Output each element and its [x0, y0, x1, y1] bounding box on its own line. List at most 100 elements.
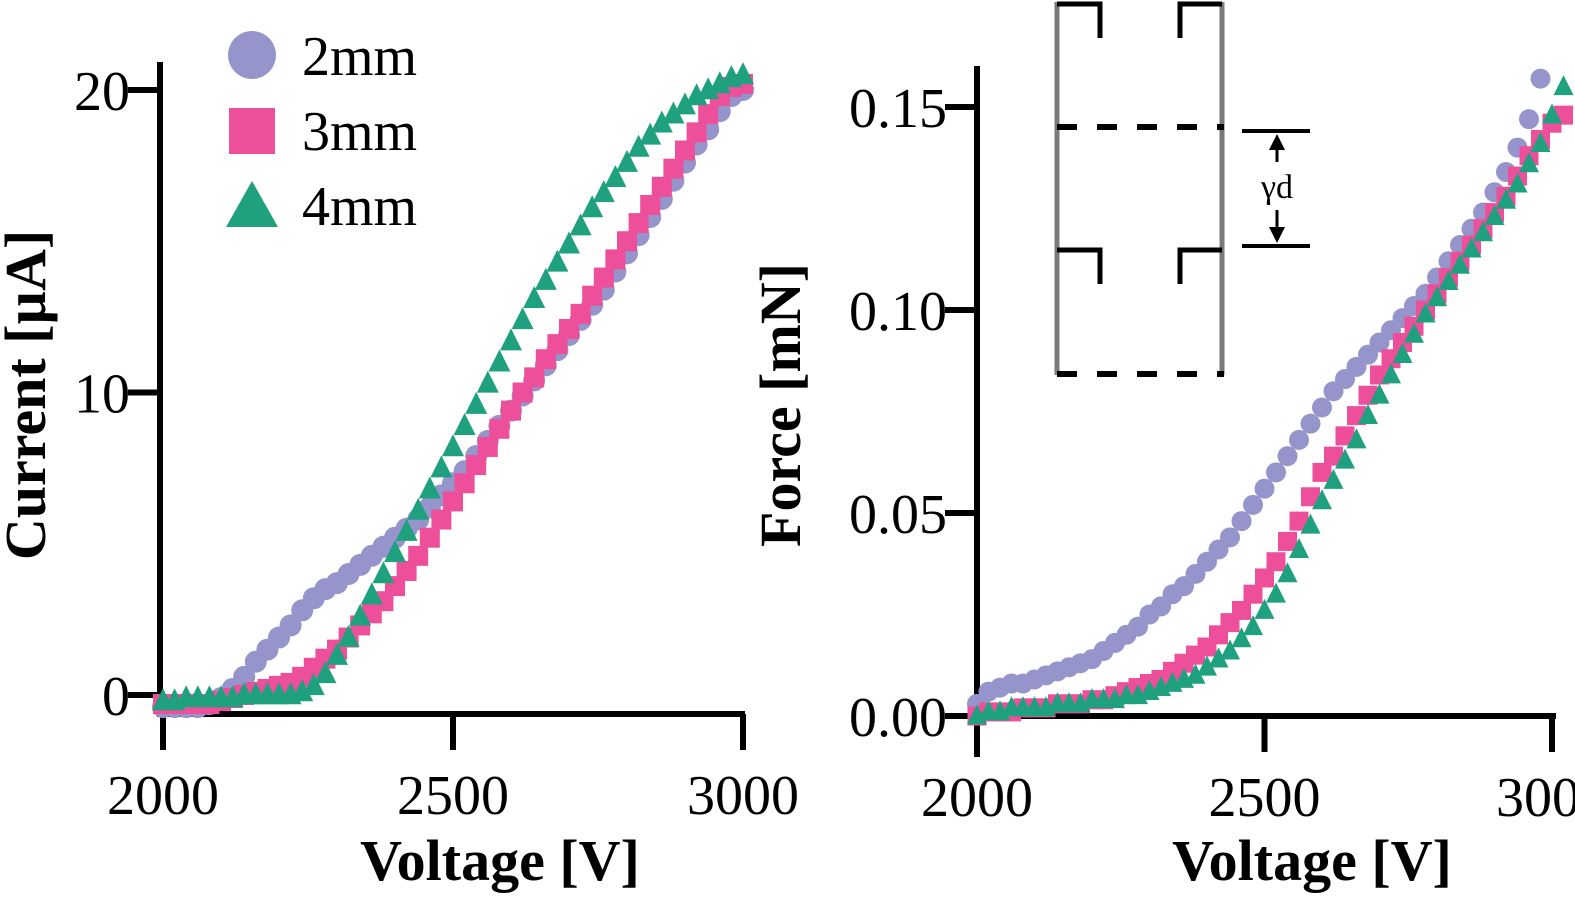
data-point-4mm — [326, 642, 348, 665]
data-point-4mm — [1254, 598, 1275, 619]
data-point-3mm — [547, 334, 568, 355]
data-point-2mm — [1266, 462, 1286, 483]
data-point-4mm — [534, 267, 557, 290]
data-point-4mm — [314, 661, 337, 684]
data-point-4mm — [1289, 537, 1309, 558]
data-point-4mm — [1404, 322, 1424, 343]
data-point-4mm — [1461, 237, 1482, 258]
data-point-4mm — [1542, 103, 1562, 124]
data-point-3mm — [408, 545, 429, 566]
data-point-4mm — [407, 497, 430, 520]
data-point-3mm — [431, 509, 452, 530]
data-point-3mm — [675, 140, 695, 161]
data-point-2mm — [1277, 446, 1298, 467]
data-point-2mm — [1300, 413, 1321, 434]
cur-x-tick-label: 3000 — [687, 765, 799, 827]
inset-upper-right-emitter — [1177, 1, 1222, 38]
data-point-3mm — [651, 176, 672, 197]
data-point-4mm — [291, 679, 314, 702]
data-point-4mm — [1208, 647, 1229, 668]
data-point-4mm — [1197, 655, 1217, 676]
data-point-4mm — [1335, 448, 1355, 469]
data-point-4mm — [581, 195, 604, 218]
data-point-3mm — [1381, 349, 1401, 369]
data-point-3mm — [663, 158, 684, 179]
current-y-ticks: 0 10 20 — [74, 61, 160, 728]
data-point-4mm — [1346, 428, 1367, 449]
inset-dimension-arrowhead-up-icon — [1269, 134, 1285, 150]
data-point-3mm — [1266, 552, 1286, 572]
data-point-4mm — [674, 92, 696, 115]
data-point-4mm — [627, 134, 650, 157]
data-point-4mm — [616, 149, 638, 172]
inset-gamma-d-label: γd — [1260, 169, 1293, 206]
data-point-4mm — [662, 101, 685, 124]
data-point-4mm — [708, 71, 731, 94]
data-point-2mm — [1519, 109, 1539, 130]
data-point-4mm — [1473, 221, 1493, 242]
data-point-4mm — [476, 370, 499, 393]
cur-x-tick-label: 2500 — [397, 765, 509, 827]
current-data-points — [152, 62, 754, 719]
inset-lower-left-emitter — [1057, 247, 1103, 284]
data-point-4mm — [1358, 403, 1378, 424]
data-point-3mm — [698, 104, 719, 125]
data-point-4mm — [1507, 172, 1528, 193]
data-point-4mm — [1415, 302, 1436, 323]
data-point-4mm — [1484, 205, 1505, 226]
frc-y-tick-label: 0.15 — [849, 78, 947, 140]
data-point-4mm — [1496, 188, 1516, 209]
data-point-3mm — [524, 367, 545, 388]
data-point-2mm — [1312, 397, 1332, 418]
cur-y-tick-label: 0 — [102, 666, 130, 728]
data-point-3mm — [640, 194, 661, 215]
data-point-4mm — [372, 561, 395, 584]
data-point-4mm — [1392, 343, 1413, 364]
current-y-axis-label: Current [µA] — [0, 230, 58, 560]
data-point-4mm — [395, 518, 418, 541]
data-point-4mm — [500, 328, 522, 351]
data-point-4mm — [1553, 75, 1574, 96]
data-point-3mm — [1324, 446, 1343, 466]
data-point-3mm — [628, 213, 649, 234]
data-point-4mm — [442, 434, 464, 457]
data-point-3mm — [605, 249, 626, 270]
cur-x-tick-label: 2000 — [107, 765, 219, 827]
data-point-3mm — [396, 560, 417, 581]
frc-x-tick-label: 3000 — [1496, 767, 1575, 829]
data-point-4mm — [1277, 562, 1298, 583]
cur-y-tick-label: 10 — [74, 364, 130, 426]
data-point-3mm — [419, 527, 440, 548]
data-point-4mm — [488, 349, 511, 372]
data-point-3mm — [617, 231, 637, 252]
legend: 2mm 3mm 4mm — [226, 26, 417, 238]
data-point-4mm — [1231, 627, 1252, 648]
data-point-3mm — [1312, 462, 1332, 482]
data-point-3mm — [1278, 531, 1297, 551]
data-point-3mm — [489, 418, 510, 439]
data-point-4mm — [384, 540, 406, 563]
data-point-4mm — [1266, 582, 1286, 603]
current-x-ticks: 2000 2500 3000 — [107, 714, 799, 827]
data-point-3mm — [443, 491, 463, 512]
frc-x-tick-label: 2500 — [1209, 767, 1321, 829]
data-point-3mm — [582, 285, 603, 306]
data-point-3mm — [1335, 426, 1355, 446]
legend-marker-4mm — [226, 181, 278, 227]
legend-label-2mm: 2mm — [302, 26, 417, 88]
data-point-4mm — [732, 62, 754, 85]
force-data-points — [967, 68, 1574, 726]
data-point-4mm — [1450, 253, 1470, 274]
legend-marker-2mm — [228, 31, 276, 79]
data-point-3mm — [593, 267, 614, 288]
frc-x-tick-label: 2000 — [921, 767, 1033, 829]
inset-dimension-arrowhead-down-icon — [1269, 227, 1285, 243]
data-point-3mm — [1289, 511, 1309, 531]
data-point-4mm — [546, 249, 569, 272]
data-point-4mm — [418, 476, 441, 499]
data-point-4mm — [639, 122, 662, 145]
data-point-3mm — [1232, 600, 1251, 620]
data-point-4mm — [1312, 489, 1332, 510]
data-point-4mm — [360, 582, 383, 605]
